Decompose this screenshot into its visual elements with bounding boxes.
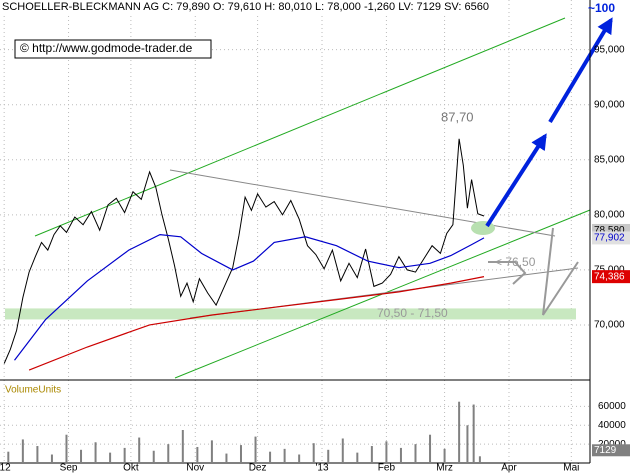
volume-bar: [109, 452, 112, 463]
volume-bar: [399, 447, 402, 463]
volume-bar: [478, 456, 481, 463]
arrow: [485, 133, 547, 228]
volume-bar: [414, 444, 417, 463]
y-tick-label: 75,000: [594, 265, 625, 276]
volume-bar: [21, 439, 24, 463]
volume-label-box: [592, 444, 630, 457]
highlight: [471, 221, 495, 235]
price-label: 74,386: [594, 271, 625, 282]
volume-bar: [269, 451, 272, 463]
y-tick-label: 70,000: [594, 320, 625, 331]
volume-bar: [123, 447, 126, 463]
volume-bar: [458, 401, 461, 463]
volume-bar: [327, 449, 330, 463]
channel-upper: [34, 17, 566, 237]
x-tick-label: Mrz: [436, 463, 453, 473]
x-tick-label: Dez: [249, 463, 267, 473]
x-tick-label: Feb: [378, 463, 396, 473]
volume-bar: [7, 451, 10, 463]
volume-bar: [50, 454, 53, 463]
price-line: [28, 276, 485, 371]
copyright: © http://www.godmode-trader.de: [20, 41, 193, 55]
x-tick-label: Apr: [501, 463, 517, 473]
volume-bar: [167, 444, 170, 463]
volume-bar: [254, 436, 257, 463]
scenario-path: [488, 261, 527, 285]
volume-bar: [429, 434, 432, 463]
x-tick-label: Okt: [123, 463, 139, 473]
price-label-box: [592, 270, 630, 284]
annotation: 87,70: [441, 109, 474, 124]
price-label: 77,902: [594, 233, 625, 244]
price-line: [14, 233, 485, 361]
y-tick-label: 95,000: [594, 44, 625, 55]
volume-bar: [36, 446, 39, 463]
y-tick-label: 85,000: [594, 154, 625, 165]
volume-bar: [466, 425, 469, 463]
volume-bar: [65, 434, 68, 463]
volume-bar: [210, 440, 213, 463]
x-tick-label: '12: [0, 463, 11, 473]
price-label-box: [592, 231, 630, 245]
zone-layer: [5, 308, 576, 320]
volume-bar: [356, 452, 359, 463]
volume-bar: [472, 404, 475, 463]
x-tick-label: '13: [315, 463, 328, 473]
scenario-path: [542, 227, 579, 316]
volume-bar: [196, 446, 199, 463]
volume-bar: [152, 450, 155, 463]
header-bg: [0, 0, 470, 14]
volume-bar: [181, 430, 184, 463]
x-tick-label: Mai: [563, 463, 579, 473]
volume-bar: [341, 438, 344, 463]
volume-bar: [443, 448, 446, 463]
copyright-box: [14, 39, 212, 59]
x-tick-label: Nov: [186, 463, 204, 473]
arrow: [548, 17, 613, 124]
price-label: 78,580: [594, 225, 625, 236]
annotation: < 76,50: [495, 255, 536, 269]
annotation: ~100: [588, 1, 615, 15]
y-tick-label: 80,000: [594, 209, 625, 220]
volume-bar: [225, 453, 228, 463]
x-tick-label: Sep: [60, 463, 78, 473]
zone-label: 70,50 - 71,50: [377, 306, 448, 320]
volume-bar: [370, 446, 373, 463]
support-zone: [5, 308, 576, 320]
volume-bar: [94, 442, 97, 463]
volume-bar: [385, 441, 388, 463]
volume-bar: [138, 437, 141, 463]
series-layer: [3, 138, 485, 371]
volume-bar: [80, 449, 83, 463]
y-tick-label: 90,000: [594, 99, 625, 110]
volume-bar: [283, 448, 286, 463]
volume-bar: [239, 445, 242, 463]
header: SCHOELLER-BLECKMANN AG C: 79,890 O: 79,6…: [2, 1, 489, 13]
volume-bar: [298, 454, 301, 463]
price-line: [3, 138, 485, 364]
volume-title: VolumeUnits: [5, 385, 61, 396]
y-tick-label: 60000: [598, 401, 626, 412]
y-tick-label: 40000: [598, 420, 626, 431]
volume-bar: [312, 443, 315, 463]
volume-label: 7129: [594, 445, 617, 456]
